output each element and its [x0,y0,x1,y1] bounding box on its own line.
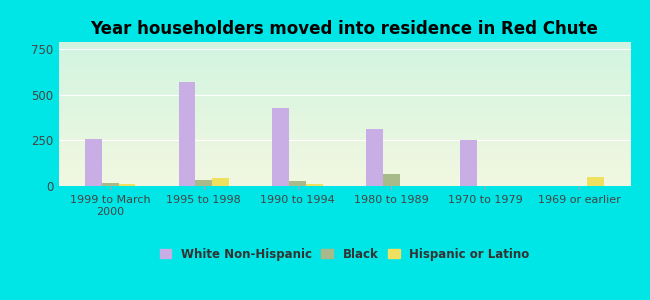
Bar [118,184,135,186]
Bar [84,139,101,186]
Bar [118,184,135,186]
Bar [588,177,604,186]
Bar [306,184,323,186]
Bar [366,129,383,186]
Bar [383,174,400,186]
Bar [213,178,229,186]
Bar [383,174,400,186]
Bar [272,108,289,186]
Title: Year householders moved into residence in Red Chute: Year householders moved into residence i… [90,20,599,38]
Bar [179,82,196,186]
Bar [460,140,476,186]
Bar [272,108,289,186]
Bar [289,181,306,186]
Bar [460,140,476,186]
Bar [213,178,229,186]
Bar [588,177,604,186]
Bar [289,181,306,186]
Bar [366,129,383,186]
Bar [196,180,213,186]
Bar [179,82,196,186]
Bar [306,184,323,186]
Bar [196,180,213,186]
Bar [101,183,118,186]
Bar [101,183,118,186]
Bar [84,139,101,186]
Legend: White Non-Hispanic, Black, Hispanic or Latino: White Non-Hispanic, Black, Hispanic or L… [154,242,535,266]
